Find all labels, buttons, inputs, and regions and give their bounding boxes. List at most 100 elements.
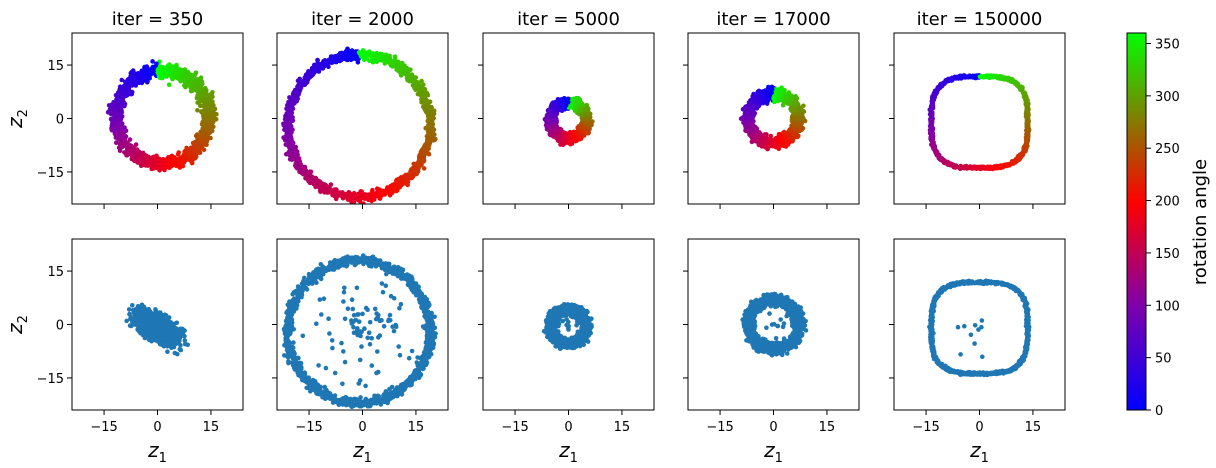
- data-point: [119, 77, 125, 83]
- data-point: [193, 71, 198, 76]
- panel-colored-2: iter = 2000: [272, 9, 449, 209]
- data-point: [203, 88, 208, 94]
- data-point: [287, 157, 293, 162]
- data-point: [285, 102, 290, 108]
- data-point: [209, 94, 214, 100]
- data-point: [290, 146, 295, 152]
- data-point: [149, 166, 154, 172]
- data-point: [382, 58, 387, 64]
- data-point: [431, 132, 436, 137]
- data-point: [155, 310, 161, 316]
- data-point: [114, 124, 120, 129]
- data-point: [154, 337, 160, 342]
- data-point: [214, 111, 219, 117]
- x-tick-label: 15: [203, 420, 220, 435]
- data-point: [184, 145, 189, 151]
- data-point: [430, 135, 436, 141]
- data-point: [147, 311, 152, 317]
- data-point: [356, 194, 362, 199]
- data-point: [367, 49, 372, 54]
- data-point: [187, 151, 192, 157]
- data-point: [292, 98, 298, 104]
- data-point: [345, 57, 351, 62]
- y-axis-label: z2: [3, 315, 31, 335]
- data-point: [137, 313, 142, 319]
- panel-title: iter = 350: [112, 9, 203, 30]
- data-point: [384, 271, 389, 277]
- data-point: [403, 66, 408, 71]
- data-point: [336, 191, 342, 197]
- data-point: [166, 82, 172, 87]
- data-point: [321, 59, 327, 64]
- data-point: [203, 138, 208, 144]
- data-point: [153, 315, 158, 321]
- data-point: [128, 70, 134, 76]
- data-point: [293, 94, 298, 99]
- data-point: [212, 116, 217, 122]
- data-point: [186, 71, 192, 77]
- data-point: [142, 308, 147, 313]
- data-point: [150, 311, 155, 317]
- data-point: [127, 77, 132, 83]
- data-point: [127, 137, 133, 142]
- data-point: [333, 59, 339, 65]
- data-point: [150, 70, 155, 75]
- data-point: [113, 93, 119, 98]
- data-point: [117, 87, 122, 93]
- data-point: [169, 329, 175, 335]
- data-point: [286, 134, 292, 139]
- data-point: [338, 56, 343, 61]
- data-point: [119, 143, 125, 148]
- data-point: [172, 350, 178, 356]
- data-point: [287, 129, 292, 134]
- data-point: [118, 133, 123, 138]
- data-point: [144, 162, 149, 167]
- data-point: [111, 117, 117, 123]
- y-tick-label: 0: [56, 113, 64, 128]
- data-point: [318, 189, 323, 194]
- data-point: [145, 79, 150, 84]
- data-point: [122, 125, 127, 130]
- data-point: [121, 90, 127, 96]
- data-point: [133, 142, 139, 147]
- data-point: [202, 101, 208, 107]
- data-point: [202, 142, 208, 147]
- data-point: [152, 325, 157, 330]
- data-point: [379, 51, 384, 57]
- data-point: [192, 156, 198, 161]
- data-point: [117, 91, 123, 96]
- data-point: [165, 349, 170, 355]
- y-axis-label: z2: [3, 109, 31, 129]
- y-tick-label: 15: [47, 265, 64, 280]
- data-point: [309, 73, 315, 79]
- data-point: [117, 148, 123, 153]
- data-point: [181, 154, 187, 159]
- data-point: [350, 50, 355, 55]
- data-point: [327, 56, 333, 62]
- data-point: [293, 148, 299, 154]
- data-point: [427, 115, 432, 120]
- data-point: [139, 302, 145, 308]
- data-point: [294, 87, 300, 92]
- data-point: [423, 93, 428, 98]
- data-point: [422, 107, 428, 112]
- data-point: [291, 340, 296, 345]
- data-point: [142, 155, 147, 161]
- data-point: [135, 327, 140, 333]
- data-point: [293, 144, 299, 150]
- data-point: [114, 140, 119, 145]
- data-point: [139, 72, 144, 77]
- data-point: [157, 72, 162, 77]
- data-point: [151, 154, 156, 160]
- data-point: [413, 171, 419, 177]
- data-point: [396, 176, 401, 182]
- data-point: [177, 347, 183, 352]
- data-point: [369, 190, 375, 195]
- data-point: [113, 112, 119, 118]
- data-point: [305, 171, 311, 176]
- data-point: [147, 331, 153, 337]
- data-point: [129, 83, 135, 88]
